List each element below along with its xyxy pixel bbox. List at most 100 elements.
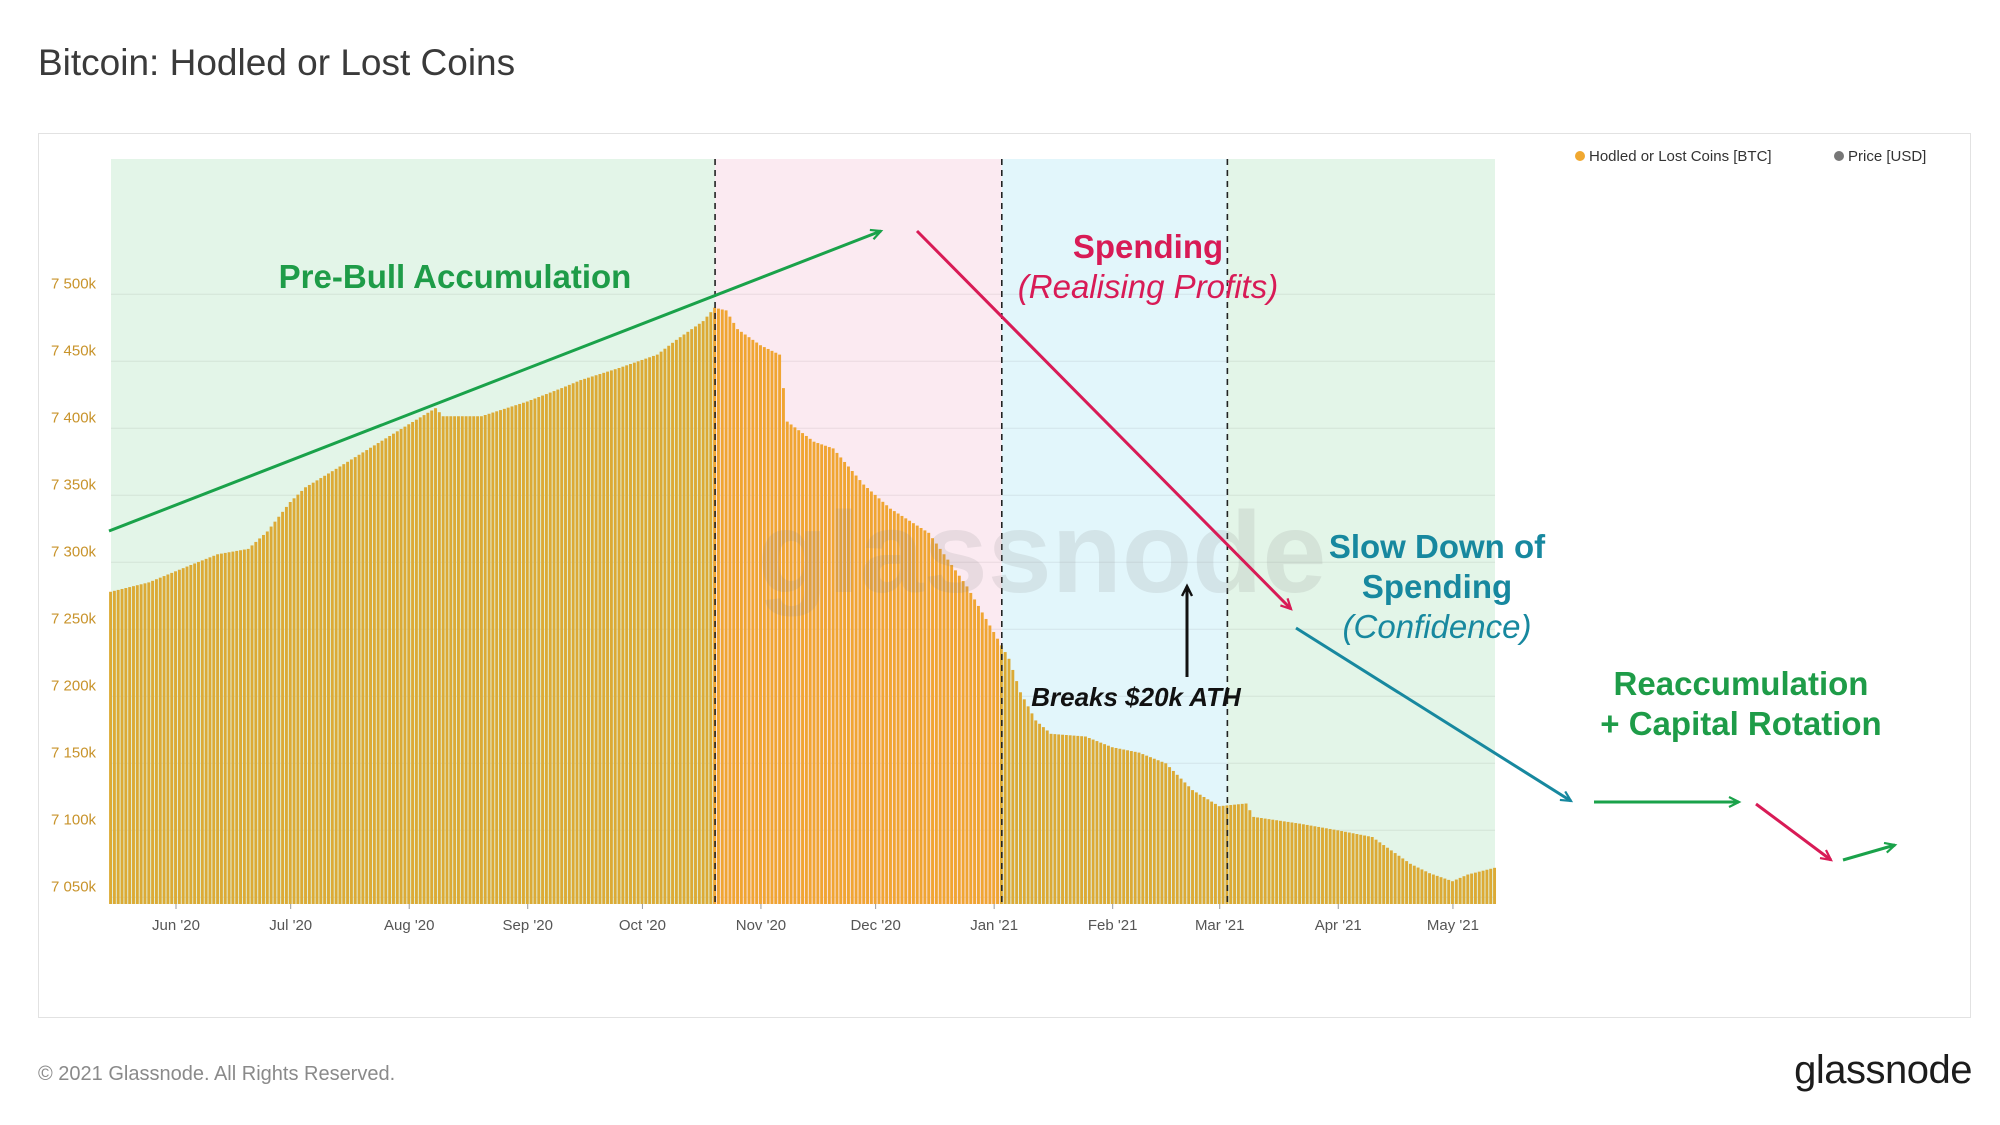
hodled-bar bbox=[1382, 845, 1386, 904]
phase-dividers bbox=[714, 159, 1229, 904]
hodled-bar bbox=[216, 554, 220, 904]
hodled-bar bbox=[640, 359, 644, 904]
hodled-bar bbox=[445, 416, 449, 904]
hodled-bar bbox=[655, 354, 659, 905]
phase-band-3 bbox=[1227, 159, 1495, 904]
hodled-bar bbox=[1244, 803, 1248, 904]
hodled-bar bbox=[1309, 825, 1313, 904]
hodled-bar bbox=[147, 582, 151, 904]
hodled-bar bbox=[889, 508, 892, 904]
hodled-bar bbox=[1183, 782, 1187, 904]
hodled-bar bbox=[1041, 727, 1045, 904]
hodled-bar bbox=[1126, 750, 1129, 904]
legend-swatch-hodled bbox=[1575, 151, 1585, 161]
hodled-bar bbox=[460, 416, 464, 904]
hodled-bar bbox=[323, 475, 327, 904]
hodled-bar bbox=[923, 530, 927, 904]
hodled-bar bbox=[143, 583, 147, 904]
x-tick-label: Nov '20 bbox=[736, 917, 786, 934]
hodled-bar bbox=[1171, 770, 1175, 904]
hodled-bar bbox=[1164, 763, 1168, 904]
hodled-bar bbox=[204, 558, 208, 904]
hodled-bar bbox=[694, 326, 697, 904]
hodled-bar bbox=[1045, 730, 1049, 904]
annotation-spending-sub: (Realising Profits) bbox=[1018, 268, 1278, 305]
hodled-bar bbox=[369, 447, 372, 904]
hodled-bar bbox=[449, 416, 453, 904]
hodled-bar bbox=[586, 377, 590, 904]
hodled-bar bbox=[636, 361, 640, 904]
hodled-bar bbox=[743, 334, 747, 904]
hodled-bar bbox=[1129, 751, 1133, 904]
hodled-bar bbox=[957, 575, 961, 904]
hodled-bar bbox=[854, 475, 858, 904]
hodled-bar bbox=[346, 461, 350, 904]
annotation-slowdown-line1: Slow Down of bbox=[1329, 528, 1546, 565]
hodled-bar bbox=[1340, 831, 1344, 904]
hodled-bar bbox=[999, 645, 1003, 904]
hodled-bar bbox=[877, 498, 881, 904]
hodled-bar bbox=[835, 452, 839, 904]
hodled-bar bbox=[154, 579, 158, 904]
hodled-bar bbox=[533, 398, 537, 904]
x-tick-label: Jan '21 bbox=[970, 917, 1018, 934]
hodled-bar bbox=[124, 588, 128, 904]
hodled-bar bbox=[797, 430, 801, 904]
hodled-bar bbox=[869, 491, 873, 904]
hodled-bar bbox=[1431, 874, 1435, 904]
hodled-bar bbox=[1321, 827, 1324, 904]
hodled-bar bbox=[193, 563, 197, 904]
hodled-bar bbox=[831, 448, 835, 904]
hodled-bar bbox=[262, 534, 265, 904]
hodled-bar bbox=[529, 400, 533, 904]
hodled-bar bbox=[296, 494, 300, 904]
hodled-bar bbox=[514, 405, 518, 904]
hodled-bar bbox=[1019, 692, 1022, 904]
hodled-bar bbox=[1374, 839, 1378, 904]
arrow-pre-bull bbox=[108, 228, 884, 533]
hodled-bar bbox=[304, 487, 307, 904]
hodled-bar bbox=[690, 329, 694, 904]
hodled-bar bbox=[885, 505, 889, 904]
hodled-bar bbox=[1187, 786, 1191, 904]
hodled-bar bbox=[1206, 799, 1210, 904]
hodled-bar bbox=[1213, 803, 1217, 904]
hodled-bar bbox=[342, 464, 346, 904]
hodled-bar bbox=[728, 316, 732, 904]
hodled-bar bbox=[388, 436, 392, 904]
hodled-bar bbox=[946, 559, 950, 904]
hodled-bar bbox=[846, 466, 850, 904]
hodled-bar bbox=[1168, 767, 1172, 904]
hodled-bar bbox=[927, 532, 931, 904]
hodled-bar bbox=[349, 459, 353, 904]
hodled-bar bbox=[1145, 755, 1149, 904]
hodled-bar bbox=[1202, 796, 1206, 904]
hodled-bar bbox=[954, 570, 957, 904]
hodled-bar bbox=[483, 415, 487, 904]
hodled-bar bbox=[816, 443, 820, 904]
hodled-bar bbox=[651, 355, 655, 904]
legend-label-price: Price [USD] bbox=[1848, 148, 1926, 165]
hodled-bar bbox=[265, 531, 269, 904]
phase-band-1 bbox=[715, 159, 1002, 904]
hodled-bar bbox=[804, 435, 808, 904]
hodled-bar bbox=[1053, 734, 1057, 904]
hodled-bar bbox=[338, 466, 342, 904]
x-tick-label: Sep '20 bbox=[503, 917, 553, 934]
hodled-bar bbox=[177, 569, 181, 904]
hodled-bar bbox=[965, 586, 969, 904]
hodled-bar bbox=[307, 484, 311, 904]
hodled-bar bbox=[961, 581, 965, 904]
hodled-bar bbox=[1080, 736, 1084, 904]
hodled-bar bbox=[426, 412, 430, 904]
x-tick-label: Mar '21 bbox=[1195, 917, 1245, 934]
legend-label-hodled: Hodled or Lost Coins [BTC] bbox=[1589, 148, 1772, 165]
hodled-bar bbox=[181, 568, 185, 904]
hodled-bar bbox=[583, 378, 587, 905]
hodled-bar bbox=[602, 372, 606, 904]
hodled-bar bbox=[330, 471, 334, 904]
hodled-bar bbox=[1336, 830, 1340, 904]
hodled-bar bbox=[499, 410, 502, 904]
hodled-bar bbox=[1271, 819, 1275, 904]
hodled-bar bbox=[781, 388, 785, 905]
